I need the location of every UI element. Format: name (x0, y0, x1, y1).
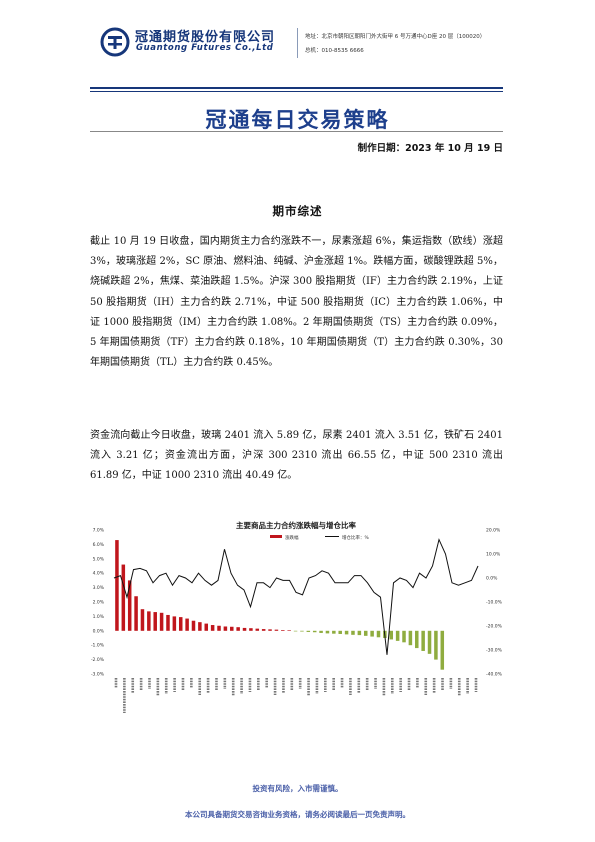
company-phone: 总机：010-8535 6666 (305, 48, 364, 54)
left-tick-label: 7.0% (93, 528, 105, 534)
bar (178, 617, 183, 631)
right-tick-label: -20.0% (486, 624, 503, 630)
category-labels (114, 678, 478, 713)
bar (351, 630, 355, 635)
left-tick-label: 1.0% (93, 614, 105, 620)
bar (217, 625, 221, 631)
right-tick-label: -30.0% (486, 648, 503, 654)
bar (389, 630, 394, 640)
bar (255, 628, 260, 631)
bar (395, 630, 400, 641)
bar (198, 622, 202, 631)
chart-legend: 涨跌幅 增仓比率：% (270, 534, 369, 541)
bar (147, 611, 151, 631)
left-tick-label: 6.0% (93, 542, 105, 548)
right-tick-label: -10.0% (486, 600, 503, 606)
bar (325, 630, 330, 634)
bar (204, 623, 209, 631)
bar (261, 629, 266, 631)
bar (249, 628, 253, 631)
company-address: 地址：北京市朝阳区朝阳门外大街甲 6 号万通中心D座 20 层（100020） (305, 34, 486, 40)
bar (344, 630, 349, 635)
report-date: 制作日期：2023 年 10 月 19 日 (357, 143, 503, 154)
bar (115, 540, 119, 631)
bar (223, 626, 228, 631)
left-tick-label: 4.0% (93, 571, 105, 577)
company-logo-icon (100, 27, 130, 57)
bar (230, 626, 234, 631)
line-series (113, 538, 479, 655)
bar (306, 630, 311, 632)
bar (332, 630, 336, 634)
bar (185, 618, 189, 631)
bar (191, 620, 196, 631)
left-axis: 7.0% 6.0% 5.0% 4.0% 3.0% 2.0% 1.0% 0.0% -1.0% -2.… (91, 528, 105, 678)
left-tick-label: -3.0% (91, 672, 105, 678)
section-title: 期市综述 (272, 204, 323, 218)
bar (127, 580, 132, 631)
header-rule-thick (90, 87, 503, 89)
bar (274, 629, 279, 631)
bar (402, 630, 406, 643)
bar (172, 616, 177, 631)
bar (210, 625, 215, 631)
disclaimer-note: 本公司具备期货交易咨询业务资格，请务必阅读最后一页免责声明。 (185, 810, 410, 819)
risk-warning: 投资有风险，入市需谨慎。 (252, 784, 343, 793)
bar-series (115, 540, 445, 670)
ratio-line (113, 538, 479, 655)
left-tick-label: 3.0% (93, 585, 105, 591)
right-tick-label: 0.0% (486, 576, 498, 582)
bar (159, 612, 164, 631)
bar (281, 630, 285, 631)
bar (363, 630, 368, 636)
bar (153, 612, 157, 631)
left-tick-label: -2.0% (91, 657, 105, 663)
left-tick-label: -1.0% (91, 643, 105, 649)
market-summary-paragraph: 截止 10 月 19 日收盘，国内期货主力合约涨跌不一，尿素涨超 6%，集运指数… (90, 236, 503, 369)
chart-title: 主要商品主力合约涨跌幅与增仓比率 (236, 520, 356, 530)
report-title: 冠通每日交易策略 (205, 108, 390, 132)
bar (140, 609, 145, 631)
legend-bar-swatch (270, 535, 282, 538)
legend-line-label: 增仓比率：% (342, 534, 369, 541)
bar (434, 630, 438, 660)
bar (242, 627, 247, 631)
bar (415, 630, 419, 649)
right-tick-label: 20.0% (486, 528, 501, 534)
bar (427, 630, 432, 654)
bar (287, 630, 291, 631)
bar (134, 596, 138, 631)
chart: 主要商品主力合约涨跌幅与增仓比率 涨跌幅 增仓比率：% 7.0% 6.0% 5.0%… (90, 518, 503, 758)
bar (421, 630, 425, 651)
bar (370, 630, 374, 637)
title-rule (90, 131, 503, 132)
bar (300, 630, 304, 632)
right-tick-label: -40.0% (486, 672, 503, 678)
letterhead: 冠通期货股份有限公司 Guantong Futures Co.,Ltd 地址：北… (0, 0, 595, 80)
company-name-cn: 冠通期货股份有限公司 (135, 30, 276, 45)
bar (121, 564, 126, 631)
bar (166, 614, 170, 631)
fund-flow-paragraph: 资金流向截止今日收盘，玻璃 2401 流入 5.89 亿，尿素 2401 流入 … (90, 430, 503, 482)
left-tick-label: 5.0% (93, 556, 105, 562)
bar (319, 630, 323, 633)
header-rule-thin (90, 91, 503, 92)
right-tick-label: 10.0% (486, 552, 501, 558)
left-tick-label: 2.0% (93, 600, 105, 606)
bar (440, 630, 445, 670)
bar (268, 629, 272, 631)
bar (293, 630, 298, 632)
left-tick-label: 0.0% (93, 628, 105, 634)
bar (357, 630, 362, 636)
right-axis: 20.0% 10.0% 0.0% -10.0% -20.0% -30.0% -40.0% (486, 528, 503, 678)
bar (236, 627, 240, 631)
bar (376, 630, 381, 638)
bar (312, 630, 317, 633)
header-divider (297, 28, 298, 58)
chart-svg: 主要商品主力合约涨跌幅与增仓比率 涨跌幅 增仓比率：% 7.0% 6.0% 5.0%… (91, 520, 503, 713)
bar (338, 630, 342, 634)
bar (408, 630, 413, 646)
legend-bar-label: 涨跌幅 (285, 534, 299, 541)
company-name-en: Guantong Futures Co.,Ltd (136, 43, 274, 53)
